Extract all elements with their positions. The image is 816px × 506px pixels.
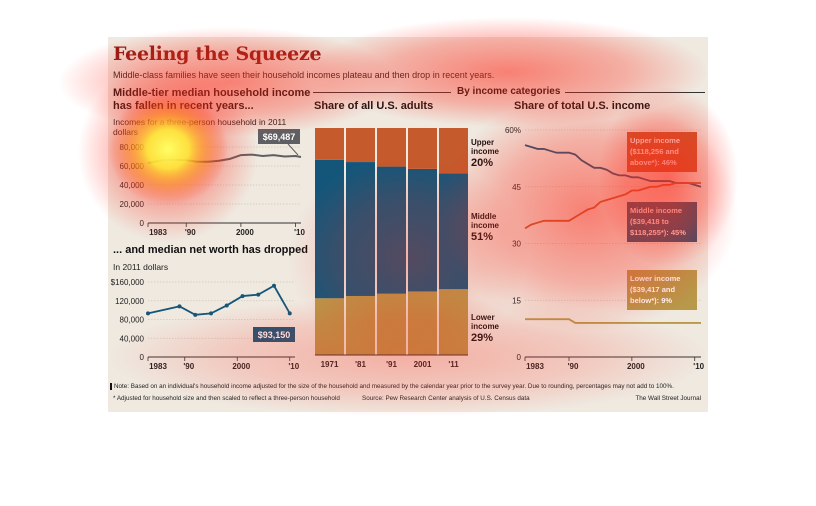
networth-section-note: In 2011 dollars (113, 262, 169, 272)
networth-point (272, 283, 276, 288)
x-tick-label: '90 (568, 362, 579, 371)
lower-callout-line3: below*): 9% (630, 296, 672, 305)
networth-section-title: ... and median net worth has dropped (113, 244, 308, 256)
lower-callout-line1: Lower income (630, 274, 680, 283)
networth-point (256, 292, 261, 297)
y-tick-label: 15 (512, 296, 521, 305)
y-tick-label: 45 (512, 183, 521, 192)
x-tick-label: '10 (693, 362, 704, 371)
footer-credit: The Wall Street Journal (635, 395, 701, 402)
income-callout: $69,487 (263, 132, 296, 142)
middle-callout-line3: $118,255*): 45% (630, 228, 686, 237)
y-tick-label: $160,000 (111, 278, 145, 287)
footer-adjust: * Adjusted for household size and then s… (113, 395, 340, 402)
footer-note: Note: Based on an individual's household… (110, 383, 674, 390)
middle-callout-line2: ($39,418 to (630, 217, 669, 226)
income-callout-leader (287, 143, 299, 156)
y-tick-label: 60% (505, 126, 521, 135)
y-tick-label: 0 (517, 353, 522, 362)
middle-callout-line1: Middle income (630, 206, 682, 215)
income-share-line-chart: 0 15 30 45 60% 1983 '90 2000 '10 Upper income ($11… (505, 126, 705, 371)
upper-callout-line2: ($118,256 and (630, 147, 679, 156)
footer-source: Source: Pew Research Center analysis of … (362, 395, 530, 402)
upper-callout-line1: Upper income (630, 136, 680, 145)
upper-callout-line3: above*): 46% (630, 158, 677, 167)
x-tick-label: 1983 (526, 362, 544, 371)
lower-callout-line2: ($39,417 and (630, 285, 675, 294)
lower-share-line (525, 318, 701, 324)
infographic: Feeling the Squeeze Middle-class familie… (108, 37, 708, 412)
x-tick-label: 2000 (627, 362, 645, 371)
y-tick-label: 30 (512, 240, 521, 249)
